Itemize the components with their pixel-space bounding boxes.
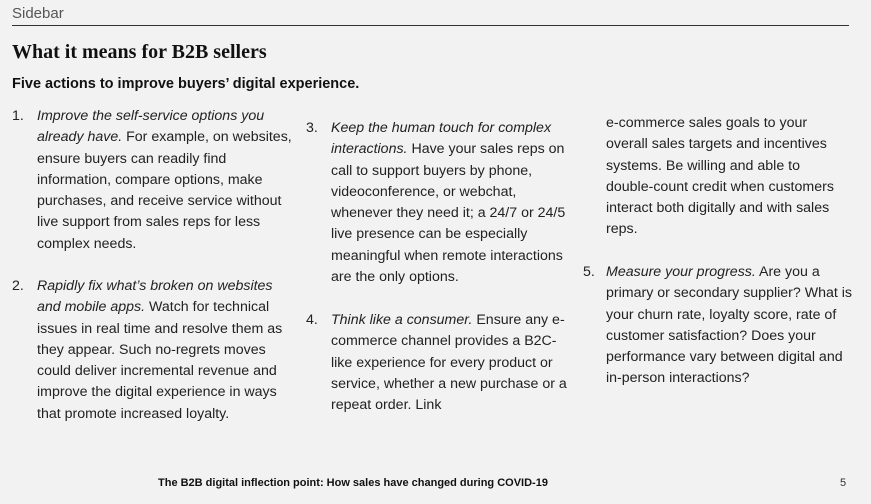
page-title: What it means for B2B sellers	[12, 41, 267, 63]
item-number: 5.	[583, 264, 595, 280]
item-lead: Keep the human touch for complex interac…	[331, 120, 552, 158]
item-lead: Improve the self-service options you alr…	[37, 108, 265, 146]
footer-title: The B2B digital inflection point: How sa…	[158, 477, 548, 489]
item-text: Keep the human touch for complex interac…	[306, 118, 576, 288]
item-text: Think like a consumer. Ensure any e-comm…	[306, 310, 576, 416]
page-number: 5	[840, 477, 847, 489]
item-body: Have your sales reps on call to support …	[331, 141, 566, 286]
list-item-2: 2. Rapidly fix what’s broken on websites…	[12, 276, 292, 425]
list-item-4-continuation: e-commerce sales goals to your overall s…	[606, 113, 841, 241]
item-text: Improve the self-service options you alr…	[12, 106, 292, 255]
item-lead: Rapidly fix what’s broken on websites an…	[37, 278, 273, 316]
list-item-1: 1. Improve the self-service options you …	[12, 106, 292, 255]
list-item-3: 3. Keep the human touch for complex inte…	[306, 118, 576, 288]
list-item-4: 4. Think like a consumer. Ensure any e-c…	[306, 310, 576, 416]
item-body: Are you a primary or secondary supplier?…	[606, 264, 853, 387]
item-lead: Think like a consumer.	[331, 312, 473, 328]
page-subtitle: Five actions to improve buyers’ digital …	[12, 76, 360, 92]
sidebar-label: Sidebar	[12, 5, 64, 22]
item-lead: Measure your progress.	[606, 264, 756, 280]
item-continuation-text: e-commerce sales goals to your overall s…	[606, 115, 834, 238]
item-body: Ensure any e-commerce channel provides a…	[331, 312, 567, 414]
item-number: 4.	[306, 312, 318, 328]
item-body: Watch for technical issues in real time …	[37, 299, 283, 422]
header-divider	[12, 25, 849, 26]
item-text: Measure your progress. Are you a primary…	[583, 262, 853, 390]
item-body: For example, on websites, ensure buyers …	[37, 129, 292, 252]
item-number: 3.	[306, 120, 318, 136]
list-item-5: 5. Measure your progress. Are you a prim…	[583, 262, 853, 390]
item-number: 1.	[12, 108, 24, 124]
item-text: Rapidly fix what’s broken on websites an…	[12, 276, 292, 425]
item-number: 2.	[12, 278, 24, 294]
